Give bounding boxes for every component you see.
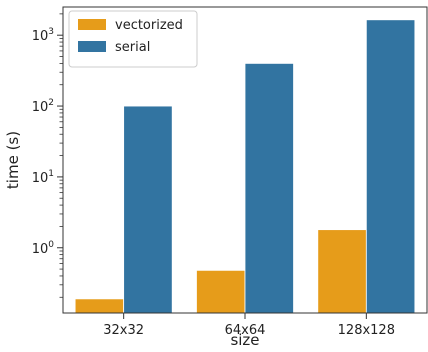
x-tick-label: 64x64	[225, 323, 266, 338]
x-tick-label: 128x128	[338, 323, 395, 338]
legend: vectorized serial	[68, 10, 198, 68]
bar-vectorized-32x32	[74, 298, 125, 314]
bar-vectorized-64x64	[196, 269, 246, 314]
legend-label-serial: serial	[115, 40, 150, 55]
x-axis-label: size	[230, 331, 259, 349]
y-axis: 100 101 102 103	[32, 13, 63, 298]
y-axis-label: time (s)	[4, 131, 22, 189]
y-tick-label: 100	[32, 240, 55, 257]
y-tick-label: 102	[32, 98, 54, 115]
legend-swatch-serial	[78, 41, 106, 52]
legend-swatch-vectorized	[78, 19, 106, 30]
bar-vectorized-128x128	[317, 229, 367, 314]
bar-serial-32x32	[123, 105, 173, 314]
legend-label-vectorized: vectorized	[115, 18, 183, 33]
x-axis: 32x32 64x64 128x128	[103, 313, 395, 338]
bars-layer	[74, 19, 416, 314]
bar-serial-128x128	[365, 19, 416, 314]
plot-frame	[62, 6, 428, 314]
x-tick-label: 32x32	[103, 323, 144, 338]
bar-serial-64x64	[244, 62, 294, 314]
y-tick-label: 103	[32, 27, 54, 44]
y-tick-label: 101	[32, 169, 54, 186]
